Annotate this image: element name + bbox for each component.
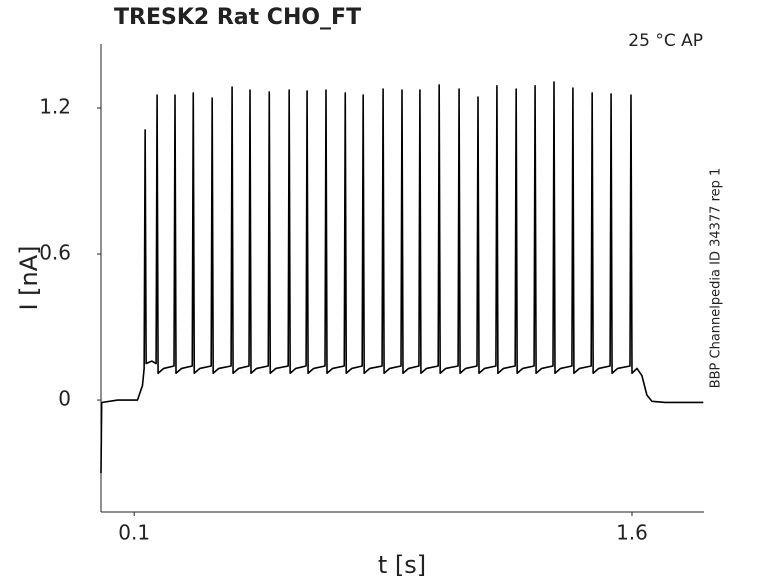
trace-line	[100, 81, 704, 474]
side-note: BBP Channelpedia ID 34377 rep 1	[709, 168, 724, 389]
y-tick-label: 0	[58, 387, 71, 411]
chart-title: TRESK2 Rat CHO_FT	[114, 5, 361, 30]
x-axis-label: t [s]	[378, 551, 426, 579]
y-axis-label: I [nA]	[15, 245, 43, 310]
y-tick-label: 0.6	[39, 241, 71, 265]
y-tick-label: 1.2	[39, 95, 71, 119]
x-tick-label: 0.1	[118, 521, 150, 545]
x-tick-label: 1.6	[616, 521, 648, 545]
annotation: 25 °C AP	[628, 31, 703, 51]
